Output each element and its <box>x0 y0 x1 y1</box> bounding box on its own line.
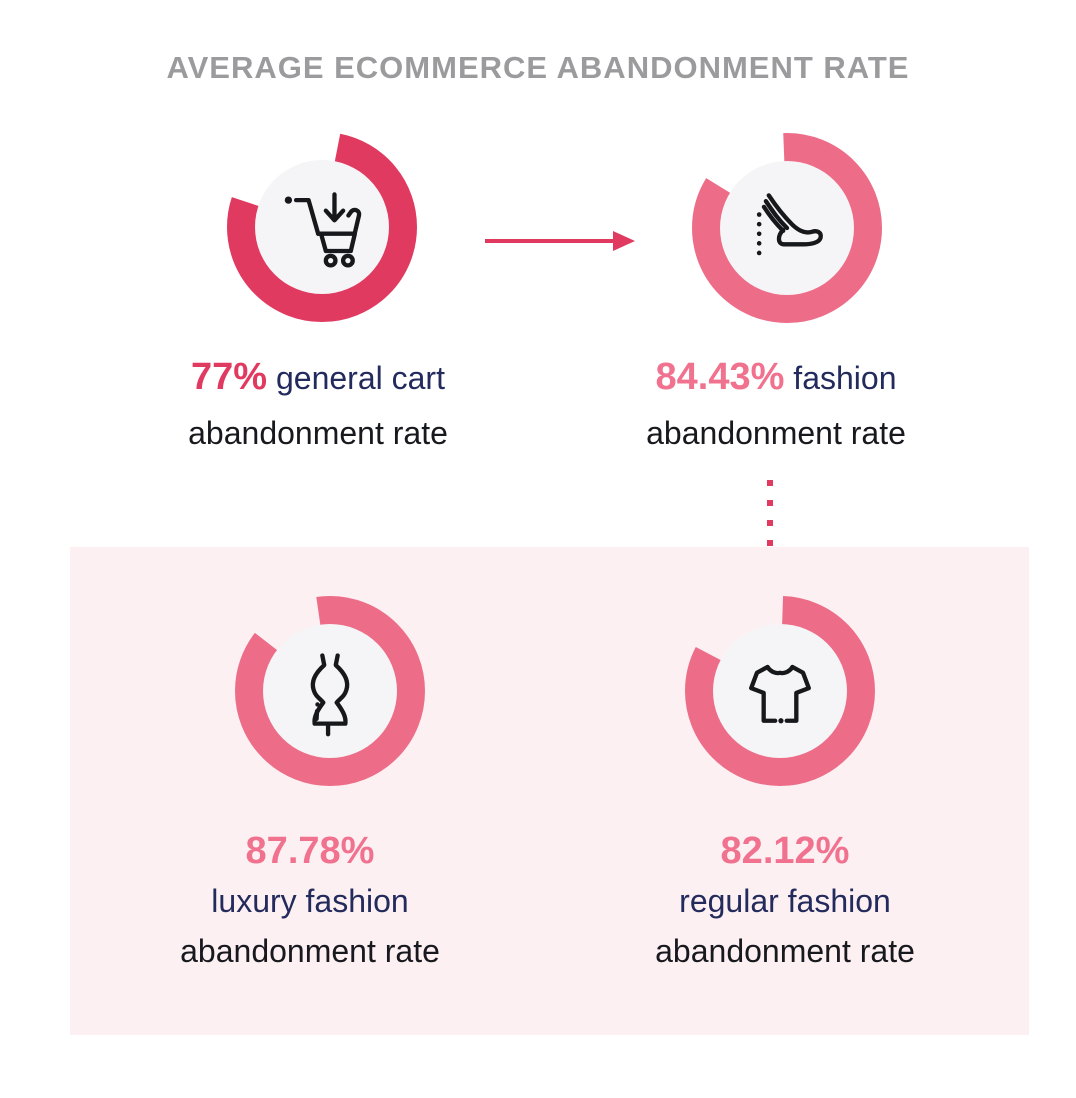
connector-dot <box>767 520 773 526</box>
stat-value: 84.43% <box>655 356 785 398</box>
stat-line-1: 77% general cart <box>128 350 508 406</box>
stat-label: regular fashion <box>679 883 891 919</box>
arrow-shaft <box>485 239 613 243</box>
stat-value: 77% <box>191 356 268 398</box>
stat-fashion: 84.43% fashion abandonment rate <box>586 350 966 461</box>
donut-ring <box>692 133 882 323</box>
stat-line-2: abandonment rate <box>188 415 448 451</box>
connector-dot <box>767 500 773 506</box>
stat-value: 87.78% <box>245 830 375 872</box>
stat-regular-fashion: 82.12% regular fashion abandonment rate <box>595 826 975 976</box>
donut-regular-fashion <box>685 596 875 786</box>
connector-dot <box>767 540 773 546</box>
arrow-right-icon <box>485 231 635 251</box>
stat-label: fashion <box>793 360 897 396</box>
stat-luxury-fashion: 87.78% luxury fashion abandonment rate <box>120 826 500 976</box>
stat-line-2: abandonment rate <box>646 415 906 451</box>
stat-general-cart: 77% general cart abandonment rate <box>128 350 508 461</box>
donut-ring <box>227 132 417 322</box>
donut-ring <box>235 596 425 786</box>
donut-fashion <box>692 133 882 323</box>
donut-luxury-fashion <box>235 596 425 786</box>
donut-inner-circle <box>713 624 847 758</box>
donut-ring <box>685 596 875 786</box>
stat-line-2: abandonment rate <box>180 933 440 969</box>
donut-inner-circle <box>263 624 397 758</box>
fashion-detail-panel <box>70 547 1029 1035</box>
page-title: AVERAGE ECOMMERCE ABANDONMENT RATE <box>166 50 910 85</box>
donut-inner-circle <box>255 160 389 294</box>
stat-label: luxury fashion <box>211 883 409 919</box>
connector-dot <box>767 480 773 486</box>
donut-gauge <box>235 596 425 786</box>
tshirt-icon <box>749 664 811 724</box>
stat-value: 82.12% <box>720 830 850 872</box>
stat-line-2: abandonment rate <box>655 933 915 969</box>
donut-general-cart <box>227 132 417 322</box>
stat-line-1: 84.43% fashion <box>586 350 966 406</box>
donut-gauge <box>227 132 417 322</box>
dress-form-icon <box>310 653 350 737</box>
donut-gauge <box>685 596 875 786</box>
stat-label: general cart <box>275 360 445 396</box>
cart-arrow-down-icon <box>284 192 362 268</box>
dotted-connector <box>767 480 773 546</box>
arrow-head <box>613 231 635 251</box>
high-heel-icon <box>756 193 823 256</box>
